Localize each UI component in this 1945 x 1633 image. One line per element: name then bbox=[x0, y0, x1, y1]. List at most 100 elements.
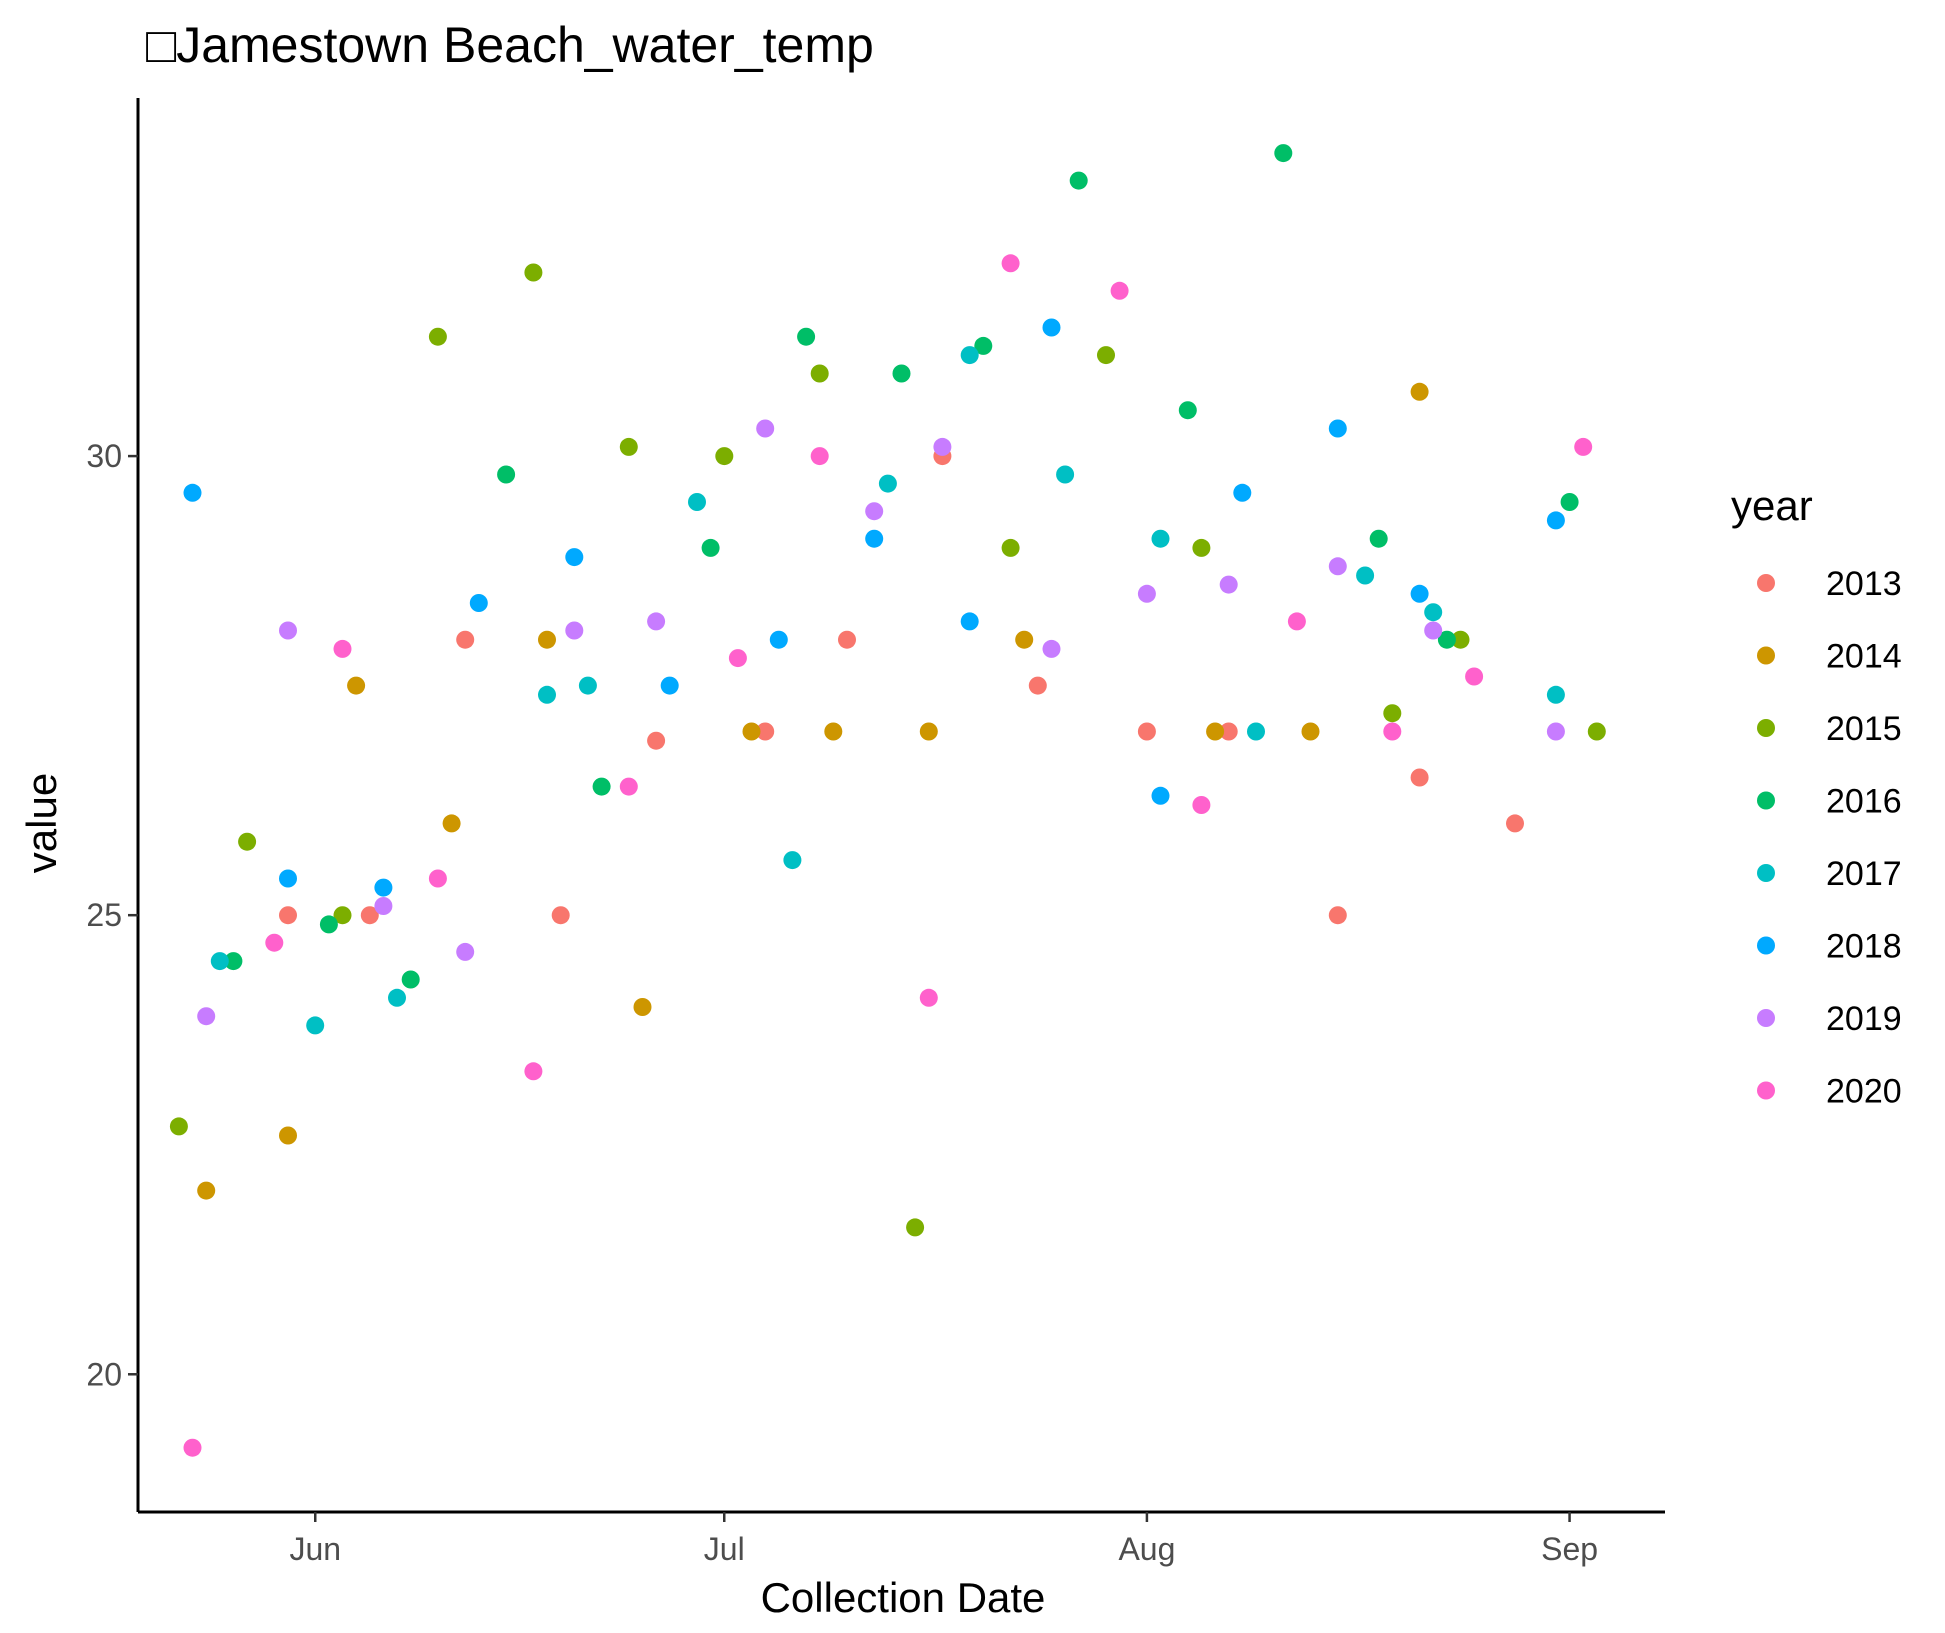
data-point bbox=[619, 777, 638, 796]
data-point bbox=[1451, 630, 1470, 649]
legend-item: 2016 bbox=[1757, 783, 1902, 821]
data-point bbox=[1042, 318, 1061, 337]
data-point bbox=[1301, 722, 1320, 741]
data-point bbox=[1369, 529, 1388, 548]
legend-item: 2015 bbox=[1757, 710, 1902, 748]
data-point bbox=[374, 878, 393, 897]
data-point bbox=[1287, 612, 1306, 631]
data-point bbox=[974, 336, 993, 355]
data-point bbox=[592, 777, 611, 796]
legend-swatch bbox=[1757, 1081, 1775, 1100]
data-point bbox=[647, 612, 666, 631]
data-point bbox=[238, 832, 257, 851]
data-point bbox=[619, 437, 638, 456]
legend-item: 2013 bbox=[1757, 565, 1902, 603]
legend-item: 2019 bbox=[1757, 1000, 1902, 1038]
data-point bbox=[388, 988, 406, 1007]
data-point bbox=[279, 621, 297, 640]
data-point bbox=[919, 988, 938, 1007]
legend-label: 2019 bbox=[1826, 1000, 1902, 1038]
data-point bbox=[783, 851, 802, 870]
data-point bbox=[1383, 722, 1402, 741]
data-point bbox=[1219, 722, 1238, 741]
data-point bbox=[1178, 401, 1197, 420]
data-point bbox=[279, 1126, 297, 1145]
data-point bbox=[688, 493, 706, 511]
data-point bbox=[347, 676, 366, 695]
legend: year 2013 2014 2015 2016 2017 2018 2019 2020 bbox=[1731, 482, 1902, 1111]
data-point bbox=[1424, 603, 1443, 622]
data-point bbox=[756, 419, 775, 438]
legend-swatch bbox=[1757, 864, 1775, 882]
data-point bbox=[824, 722, 843, 741]
data-point bbox=[442, 814, 461, 833]
data-point bbox=[565, 548, 584, 567]
data-point bbox=[1328, 557, 1347, 576]
data-point bbox=[633, 998, 652, 1016]
data-point bbox=[197, 1007, 216, 1026]
data-point bbox=[1206, 722, 1225, 741]
data-point bbox=[1056, 465, 1075, 484]
legend-item: 2017 bbox=[1757, 855, 1902, 893]
legend-swatch bbox=[1757, 646, 1775, 665]
data-point bbox=[838, 630, 856, 649]
data-point bbox=[524, 1062, 543, 1081]
data-point bbox=[524, 263, 543, 282]
data-point bbox=[715, 447, 734, 466]
data-point bbox=[1233, 483, 1252, 502]
data-point bbox=[333, 906, 352, 925]
series-2017 bbox=[210, 346, 1565, 1035]
data-point bbox=[647, 731, 666, 750]
data-point bbox=[578, 676, 597, 695]
data-point bbox=[210, 952, 229, 971]
data-point bbox=[374, 897, 393, 915]
legend-label: 2013 bbox=[1826, 565, 1902, 603]
y-tick-label: 25 bbox=[86, 897, 122, 933]
data-point bbox=[456, 630, 475, 649]
data-point bbox=[428, 869, 447, 888]
data-point bbox=[1410, 768, 1429, 787]
data-point bbox=[538, 685, 556, 704]
data-point bbox=[810, 364, 829, 383]
legend-label: 2014 bbox=[1826, 638, 1902, 676]
data-point bbox=[1001, 538, 1020, 557]
data-point bbox=[1587, 722, 1606, 741]
series-2014 bbox=[197, 382, 1429, 1200]
data-point bbox=[810, 447, 829, 466]
data-point bbox=[919, 722, 938, 741]
legend-title: year bbox=[1731, 482, 1813, 529]
data-point bbox=[197, 1181, 216, 1200]
data-point bbox=[333, 639, 352, 658]
series-2013 bbox=[279, 447, 1524, 925]
data-point bbox=[960, 346, 979, 365]
data-point bbox=[469, 594, 488, 612]
data-point bbox=[279, 906, 297, 925]
data-point bbox=[401, 970, 420, 989]
data-point bbox=[960, 612, 979, 631]
data-point bbox=[360, 906, 379, 925]
data-point bbox=[1465, 667, 1484, 686]
data-point bbox=[1574, 437, 1593, 456]
legend-swatch bbox=[1757, 791, 1775, 810]
data-point bbox=[456, 942, 475, 961]
data-point bbox=[497, 465, 516, 484]
legend-label: 2015 bbox=[1826, 710, 1902, 748]
series-2019 bbox=[197, 419, 1565, 1026]
data-point bbox=[906, 1218, 925, 1237]
data-point bbox=[1069, 171, 1088, 190]
data-point bbox=[1001, 254, 1020, 273]
data-point bbox=[1015, 630, 1034, 649]
data-point bbox=[1546, 511, 1565, 530]
data-point bbox=[701, 538, 720, 557]
legend-label: 2017 bbox=[1826, 855, 1902, 893]
data-point bbox=[183, 1438, 202, 1457]
y-tick-label: 20 bbox=[86, 1356, 122, 1392]
data-point bbox=[1506, 814, 1524, 833]
data-point bbox=[1247, 722, 1265, 741]
data-point bbox=[1356, 566, 1375, 585]
x-tick-label: Jul bbox=[704, 1531, 745, 1567]
data-point bbox=[1028, 676, 1047, 695]
data-point bbox=[865, 502, 884, 521]
data-point bbox=[169, 1117, 188, 1136]
